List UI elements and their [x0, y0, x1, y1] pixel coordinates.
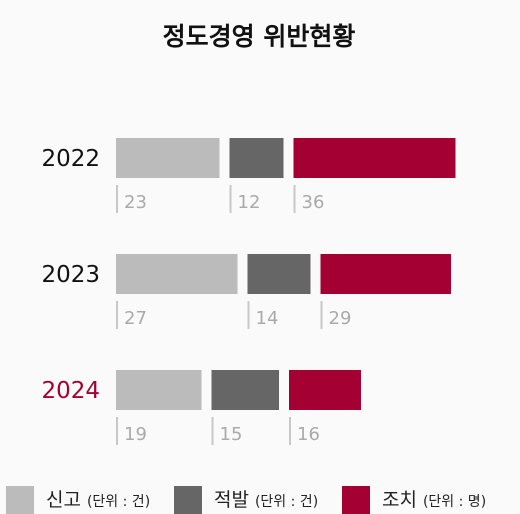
- bar-2022-적발: [229, 138, 284, 178]
- bar-2023-조치: [320, 254, 451, 294]
- legend-label-신고: 신고 (단위 : 건): [46, 489, 150, 511]
- year-label-2022: 2022: [41, 146, 100, 172]
- value-label-2022-신고: 23: [124, 192, 147, 213]
- legend-unit-신고: (단위 : 건): [87, 494, 150, 510]
- value-label-2022-조치: 36: [302, 192, 325, 213]
- bar-2022-신고: [116, 138, 220, 178]
- value-tick-2022-신고: [116, 185, 118, 213]
- bar-2024-적발: [211, 370, 279, 410]
- year-label-2024: 2024: [41, 378, 100, 404]
- legend-label-적발: 적발 (단위 : 건): [214, 489, 318, 511]
- value-label-2024-적발: 15: [220, 424, 243, 445]
- value-label-2023-적발: 14: [256, 308, 279, 329]
- value-tick-2022-적발: [229, 185, 232, 213]
- value-tick-2023-신고: [116, 301, 118, 329]
- value-tick-2023-적발: [247, 301, 250, 329]
- value-tick-2024-신고: [116, 417, 118, 445]
- legend-name-신고: 신고: [46, 489, 81, 511]
- legend-unit-조치: (단위 : 명): [423, 494, 486, 510]
- bar-2023-신고: [116, 254, 238, 294]
- legend-name-조치: 조치: [382, 489, 417, 511]
- chart-title: 정도경영 위반현황: [163, 22, 356, 51]
- legend-swatch-신고: [6, 486, 34, 514]
- legend-swatch-적발: [174, 486, 202, 514]
- bar-2023-적발: [247, 254, 311, 294]
- value-tick-2024-적발: [211, 417, 214, 445]
- value-label-2024-신고: 19: [124, 424, 147, 445]
- value-tick-2022-조치: [293, 185, 296, 213]
- value-label-2023-신고: 27: [124, 308, 147, 329]
- legend-unit-적발: (단위 : 건): [255, 494, 318, 510]
- value-label-2023-조치: 29: [329, 308, 352, 329]
- bars-layer: 2022 23 12 36 2023 27 14 29 2024 19 15 16: [41, 138, 456, 445]
- year-label-2023: 2023: [41, 262, 100, 288]
- legend-label-조치: 조치 (단위 : 명): [382, 489, 486, 511]
- legend-name-적발: 적발: [214, 489, 249, 511]
- value-tick-2023-조치: [320, 301, 323, 329]
- value-label-2022-적발: 12: [238, 192, 261, 213]
- legend: 신고 (단위 : 건) 적발 (단위 : 건) 조치 (단위 : 명): [6, 486, 486, 514]
- legend-swatch-조치: [342, 486, 370, 514]
- bar-2024-조치: [289, 370, 361, 410]
- value-label-2024-조치: 16: [297, 424, 320, 445]
- bar-2022-조치: [293, 138, 456, 178]
- value-tick-2024-조치: [289, 417, 291, 445]
- bar-2024-신고: [116, 370, 202, 410]
